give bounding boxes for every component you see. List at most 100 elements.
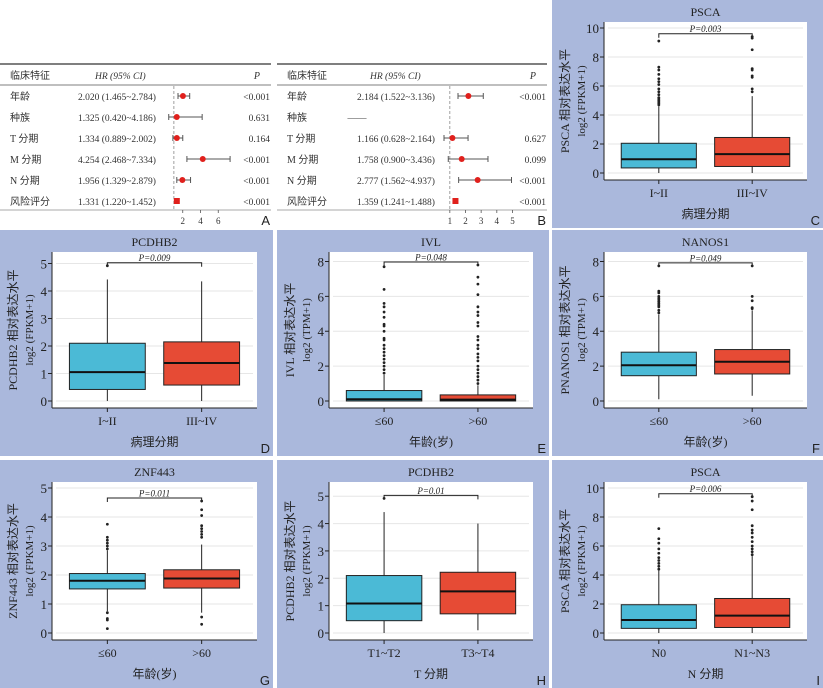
outlier-point (382, 315, 386, 319)
outlier-point (476, 282, 480, 286)
panel-h-boxplot: 0 1 2 3 4 5 PCDHB2 P=0.01 T1~T2 T3~T4 T 分期 PCDHB2 相… (277, 460, 549, 688)
y-tick-label: 2 (318, 359, 325, 374)
row-feature-label: 年龄 (10, 90, 30, 103)
x-axis-label: 病理分期 (130, 434, 178, 449)
outlier-point (476, 338, 480, 342)
y-axis-label: IVL 相对表达水平 (283, 283, 297, 378)
x-tick-label: I~II (650, 186, 668, 200)
panel-f-boxplot: 0 2 4 6 8 NANOS1 P=0.049 ≤60 >60 年龄(岁) PNANOS1 相对表… (552, 230, 823, 456)
y-tick-label: 6 (593, 79, 600, 94)
outlier-point (476, 382, 480, 385)
outlier-point (105, 611, 109, 615)
outlier-point (657, 551, 661, 555)
row-p-value: <0.001 (519, 93, 546, 103)
y-axis-label-units: log2 (FPKM+1) (24, 294, 36, 366)
column-header-feature: 临床特征 (10, 69, 50, 82)
box-group1 (345, 575, 423, 622)
column-header-hr: HR (95% CI) (94, 71, 146, 82)
outlier-point (382, 364, 386, 368)
x-tick-label: ≤60 (375, 414, 394, 428)
p-value-label: P=0.009 (138, 253, 171, 263)
outlier-point (476, 364, 480, 368)
hr-point (465, 93, 472, 99)
forest-plot-b-svg: 临床特征 HR (95% CI) P 年龄 2.184 (1.522~3.136) <0.… (277, 63, 547, 228)
y-tick-label: 10 (586, 21, 599, 36)
outlier-point (750, 264, 754, 268)
outlier-point (750, 544, 754, 548)
y-tick-label: 0 (318, 394, 325, 409)
plot-area (329, 252, 533, 408)
row-hr-text: 1.331 (1.220~1.452) (78, 197, 156, 208)
y-axis-label: ZNF443 相对表达水平 (6, 503, 20, 619)
row-feature-label: T 分期 (10, 133, 38, 145)
box-group1 (345, 390, 423, 402)
outlier-point (382, 354, 386, 358)
outlier-point (657, 93, 661, 97)
p-value-label: P=0.011 (138, 489, 170, 499)
boxplot-i-svg: 0 2 4 6 8 10 PSCA P=0.006 N0 N1~N3 N 分期 PSCA 相对表达水平… (558, 465, 820, 688)
outlier-point (105, 522, 109, 526)
outlier-point (382, 357, 386, 361)
x-tick-label: N1~N3 (734, 646, 770, 660)
outlier-point (476, 371, 480, 375)
outlier-point (750, 48, 754, 52)
outlier-point (657, 537, 661, 541)
outlier-point (476, 356, 480, 359)
boxplot-e-svg: 0 2 4 6 8 IVL P=0.048 ≤60 >60 年龄(岁) IVL 相对表达水平 log2… (283, 235, 546, 456)
outlier-point (657, 308, 661, 312)
x-axis-label: 年龄(岁) (684, 434, 728, 449)
outlier-point (476, 347, 480, 351)
outlier-point (382, 329, 386, 333)
chart-title: NANOS1 (682, 235, 729, 249)
hr-point (173, 198, 180, 204)
chart-title: PSCA (690, 5, 720, 19)
outlier-point (200, 514, 204, 517)
forest-plot-a-svg: 临床特征 HR (95% CI) P 年龄 2.020 (1.465~2.784) <0.… (0, 63, 271, 228)
panel-label: H (537, 673, 546, 688)
outlier-point (476, 359, 480, 363)
chart-title: IVL (421, 235, 441, 249)
outlier-point (105, 627, 109, 631)
hr-point (173, 114, 180, 120)
row-hr-text: 1.758 (0.900~3.436) (357, 155, 435, 166)
x-tick-label: 5 (510, 216, 515, 226)
box-group2 (714, 597, 791, 628)
row-feature-label: 风险评分 (10, 195, 50, 208)
y-tick-label: 1 (318, 599, 325, 614)
y-tick-label: 4 (593, 568, 600, 583)
outlier-point (750, 74, 754, 78)
panel-label: A (261, 213, 270, 228)
y-axis-label-units: log2 (TPM+1) (301, 298, 313, 362)
outlier-point (382, 368, 386, 372)
row-feature-label: N 分期 (10, 175, 40, 187)
outlier-point (382, 336, 386, 340)
outlier-point (200, 524, 204, 528)
chart-title: ZNF443 (134, 465, 175, 479)
boxplot-c-svg: 0 2 4 6 8 10 PSCA P=0.003 I~II III~IV 病理分期 PSCA 相对表… (558, 5, 820, 228)
row-feature-label: 风险评分 (287, 195, 327, 208)
y-axis-label: PCDHB2 相对表达水平 (6, 269, 20, 390)
outlier-point (382, 301, 386, 305)
row-p-value: <0.001 (243, 93, 270, 103)
panel-i-boxplot: 0 2 4 6 8 10 PSCA P=0.006 N0 N1~N3 N 分期 PSCA 相对表达水平… (552, 460, 823, 688)
outlier-point (382, 310, 386, 314)
outlier-point (476, 335, 480, 338)
outlier-point (657, 556, 661, 559)
outlier-point (750, 547, 754, 551)
row-hr-text: 1.956 (1.329~2.879) (78, 176, 156, 187)
row-p-value: 0.631 (249, 114, 271, 124)
y-tick-label: 0 (593, 626, 600, 641)
outlier-point (657, 264, 661, 268)
box-group2 (439, 571, 517, 615)
x-tick-label: 6 (216, 216, 221, 226)
outlier-point (750, 499, 754, 503)
outlier-point (200, 535, 204, 539)
outlier-point (750, 294, 754, 298)
outlier-point (657, 65, 661, 69)
panel-label: B (537, 213, 546, 228)
row-hr-text: 2.020 (1.465~2.784) (78, 92, 156, 103)
outlier-point (476, 275, 480, 279)
y-tick-label: 1 (41, 367, 48, 382)
x-axis-label: N 分期 (688, 667, 724, 681)
box-group1 (620, 604, 697, 629)
